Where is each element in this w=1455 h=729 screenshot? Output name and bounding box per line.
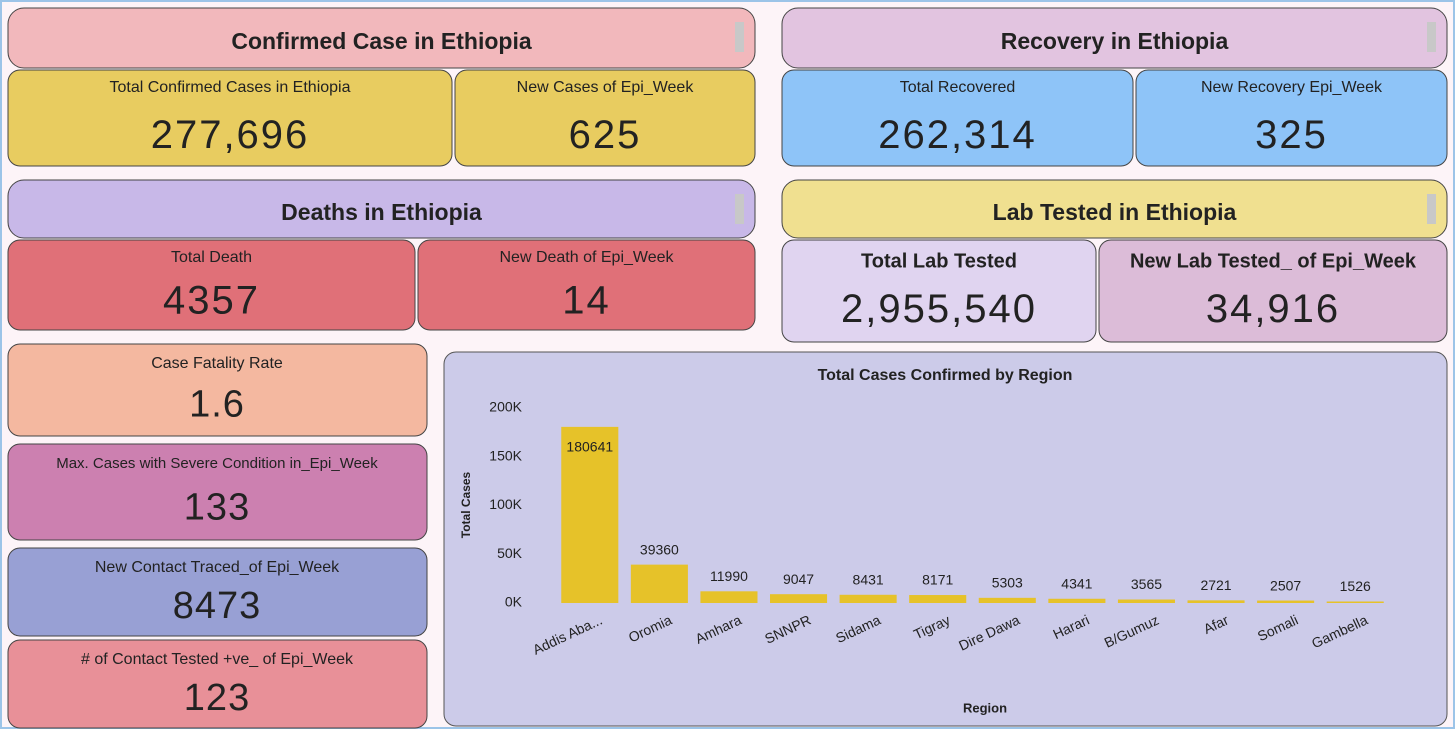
kpi-value: 4357 <box>163 279 260 323</box>
bar <box>700 591 758 603</box>
indicator-card <box>7 639 428 729</box>
section-header <box>7 179 756 239</box>
bar <box>909 595 967 603</box>
kpi-card <box>781 239 1097 343</box>
data-label: 1526 <box>1340 578 1371 594</box>
kpi-label: Total Lab Tested <box>861 250 1017 272</box>
indicator-value: 8473 <box>173 585 262 627</box>
kpi-label: New Recovery Epi_Week <box>1201 79 1383 96</box>
x-axis-title: Region <box>963 700 1007 715</box>
bar <box>630 564 688 603</box>
data-label: 4341 <box>1061 575 1092 591</box>
indicator-value: 123 <box>184 677 250 719</box>
chart-panel <box>443 351 1448 727</box>
indicator-card <box>7 343 428 437</box>
section-title: Lab Tested in Ethiopia <box>993 199 1237 225</box>
section-title: Deaths in Ethiopia <box>281 199 482 225</box>
scrollbar <box>1427 194 1436 224</box>
bar <box>1117 599 1175 603</box>
section-title: Recovery in Ethiopia <box>1001 28 1229 54</box>
data-label: 9047 <box>783 571 814 587</box>
kpi-label: Total Death <box>171 249 252 266</box>
scrollbar <box>735 194 744 224</box>
data-label: 39360 <box>640 541 679 557</box>
bar <box>1048 598 1106 603</box>
bar <box>1187 600 1245 603</box>
section-header <box>7 7 756 69</box>
data-label: 3565 <box>1131 576 1162 592</box>
kpi-label: Total Recovered <box>900 79 1016 96</box>
scrollbar <box>735 22 744 52</box>
y-axis-title: Total Cases <box>459 471 473 538</box>
data-label: 8171 <box>922 572 953 588</box>
kpi-card <box>1098 239 1448 343</box>
kpi-value: 2,955,540 <box>841 287 1037 331</box>
bar <box>561 426 619 603</box>
kpi-label: New Death of Epi_Week <box>499 249 674 266</box>
indicator-label: # of Contact Tested +ve_ of Epi_Week <box>81 651 354 668</box>
indicator-value: 1.6 <box>189 384 245 426</box>
section-header <box>781 7 1448 69</box>
y-tick-label: 150K <box>489 447 522 463</box>
data-label: 2507 <box>1270 577 1301 593</box>
kpi-label: Total Confirmed Cases in Ethiopia <box>109 79 350 96</box>
bar <box>770 594 828 603</box>
section-title: Confirmed Case in Ethiopia <box>231 28 532 54</box>
indicator-card <box>7 443 428 541</box>
chart-title: Total Cases Confirmed by Region <box>818 367 1073 384</box>
bar <box>1326 601 1384 603</box>
data-label: 180641 <box>566 439 613 455</box>
scrollbar <box>1427 22 1436 52</box>
kpi-card <box>7 239 416 331</box>
data-label: 11990 <box>710 568 748 584</box>
kpi-value: 34,916 <box>1206 287 1340 331</box>
indicator-value: 133 <box>184 486 250 528</box>
kpi-value: 325 <box>1255 113 1328 157</box>
kpi-value: 262,314 <box>878 113 1037 157</box>
y-tick-label: 200K <box>489 399 522 415</box>
kpi-card <box>454 69 756 167</box>
data-label: 5303 <box>992 575 1023 591</box>
data-label: 8431 <box>853 571 884 587</box>
indicator-card <box>7 547 428 637</box>
kpi-card <box>7 69 453 167</box>
kpi-label: New Cases of Epi_Week <box>517 79 695 96</box>
section-header <box>781 179 1448 239</box>
kpi-value: 14 <box>562 279 611 323</box>
y-tick-label: 50K <box>497 545 523 561</box>
indicator-label: New Contact Traced_of Epi_Week <box>95 559 340 576</box>
bar <box>1257 600 1315 603</box>
y-tick-label: 0K <box>505 594 523 610</box>
indicator-label: Max. Cases with Severe Condition in_Epi_… <box>56 455 378 472</box>
kpi-card <box>1135 69 1448 167</box>
kpi-value: 625 <box>569 113 642 157</box>
data-label: 2721 <box>1200 577 1231 593</box>
kpi-card <box>417 239 756 331</box>
bar <box>839 594 897 603</box>
y-tick-label: 100K <box>489 496 522 512</box>
kpi-value: 277,696 <box>151 113 310 157</box>
kpi-label: New Lab Tested_ of Epi_Week <box>1130 250 1417 272</box>
indicator-label: Case Fatality Rate <box>151 355 283 372</box>
kpi-card <box>781 69 1134 167</box>
bar <box>978 597 1036 603</box>
